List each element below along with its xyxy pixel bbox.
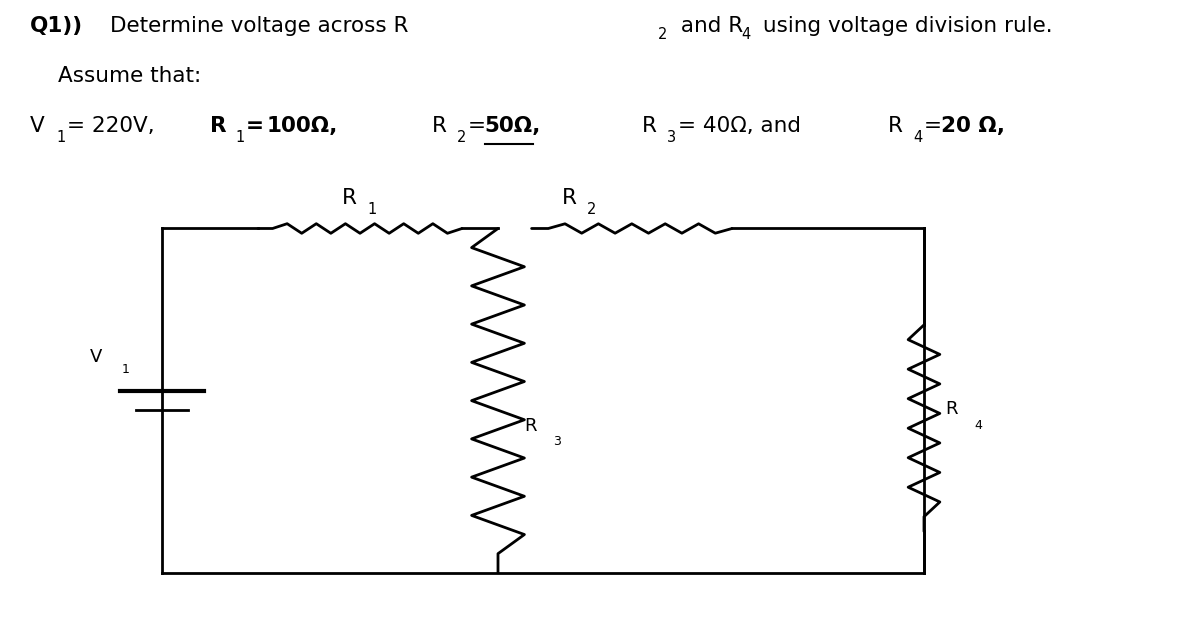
Text: 4: 4 — [974, 419, 983, 431]
Text: V: V — [90, 348, 102, 366]
Text: 100Ω,: 100Ω, — [266, 116, 337, 136]
Text: Q1)): Q1)) — [30, 16, 83, 36]
Text: V: V — [30, 116, 44, 136]
Text: Assume that:: Assume that: — [58, 66, 200, 86]
Text: = 220V,: = 220V, — [67, 116, 155, 136]
Text: 3: 3 — [553, 435, 562, 448]
Text: R: R — [524, 417, 536, 434]
Text: 20 Ω,: 20 Ω, — [941, 116, 1004, 136]
Text: 2: 2 — [658, 27, 667, 42]
Text: R: R — [342, 188, 358, 208]
Text: R: R — [562, 188, 577, 208]
Text: 1: 1 — [367, 202, 377, 217]
Text: = 40Ω, and: = 40Ω, and — [678, 116, 802, 136]
Text: 1: 1 — [235, 130, 245, 145]
Text: Determine voltage across R: Determine voltage across R — [110, 16, 409, 36]
Text: =: = — [468, 116, 486, 136]
Text: 3: 3 — [667, 130, 677, 145]
Text: 2: 2 — [587, 202, 596, 217]
Text: 1: 1 — [122, 363, 130, 376]
Text: R: R — [888, 116, 904, 136]
Text: and R: and R — [674, 16, 744, 36]
Text: using voltage division rule.: using voltage division rule. — [756, 16, 1052, 36]
Text: R: R — [642, 116, 658, 136]
Text: 4: 4 — [913, 130, 923, 145]
Text: 50Ω,: 50Ω, — [485, 116, 541, 136]
Text: 2: 2 — [457, 130, 467, 145]
Text: =: = — [924, 116, 942, 136]
Text: 4: 4 — [742, 27, 751, 42]
Text: R: R — [946, 401, 958, 418]
Text: 1: 1 — [56, 130, 66, 145]
Text: =: = — [246, 116, 264, 136]
Text: R: R — [210, 116, 227, 136]
Text: R: R — [432, 116, 446, 136]
